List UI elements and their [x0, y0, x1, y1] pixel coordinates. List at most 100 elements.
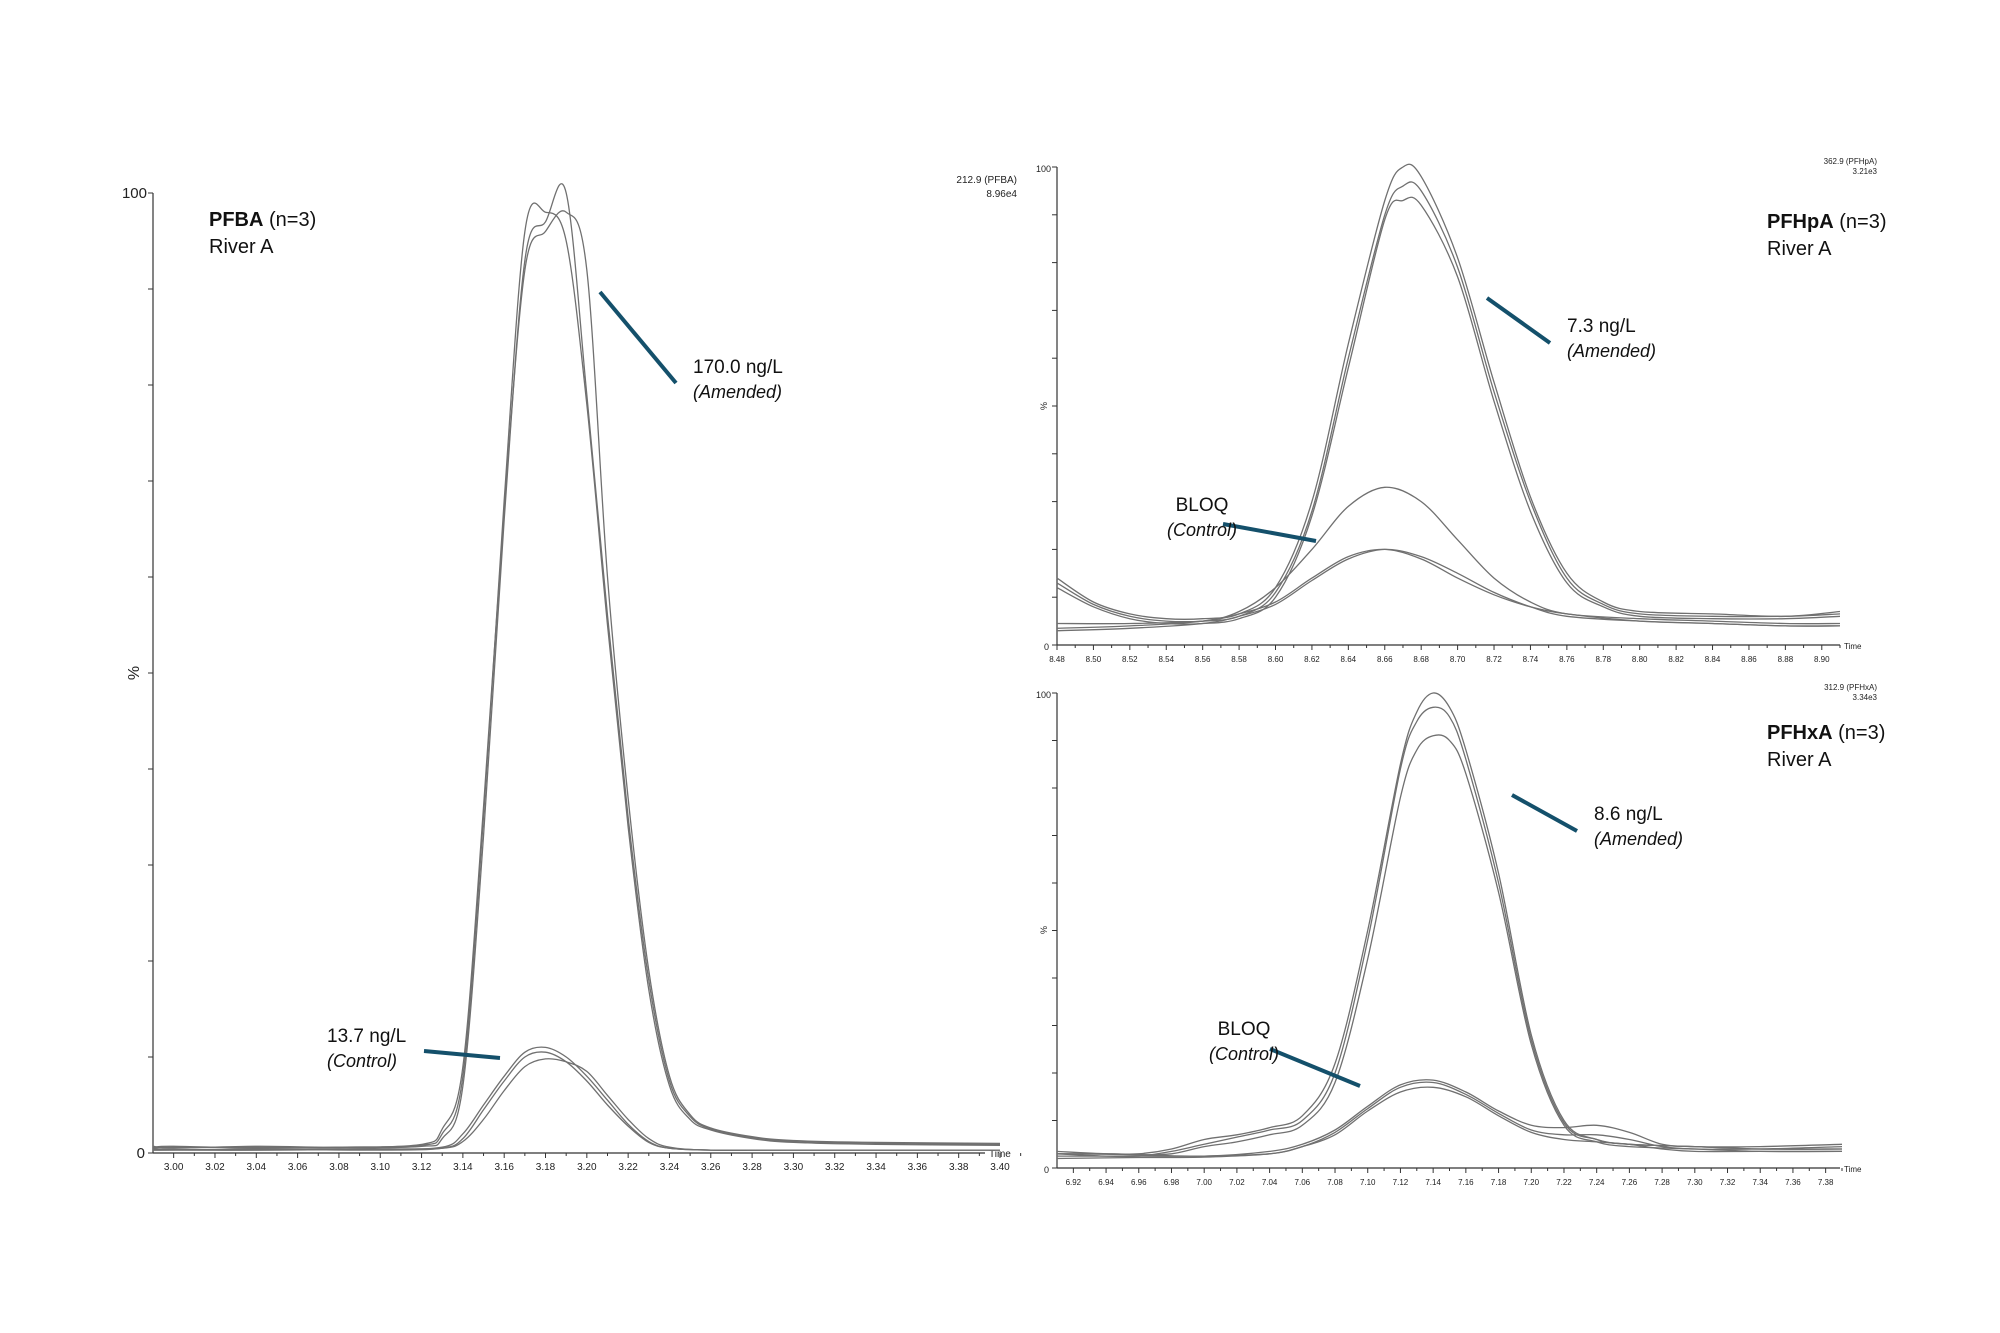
x-tick-label: 7.00 — [1196, 1178, 1212, 1187]
compound-name: PFBA — [209, 209, 263, 231]
x-tick-label: 8.86 — [1741, 655, 1757, 664]
compound-title: PFBA (n=3) — [209, 209, 316, 231]
x-tick-label: 8.68 — [1413, 655, 1429, 664]
x-tick-label: 8.88 — [1778, 655, 1794, 664]
x-tick-label: 7.14 — [1425, 1178, 1441, 1187]
x-tick-label: 7.02 — [1229, 1178, 1245, 1187]
x-tick-label: 3.00 — [164, 1162, 184, 1173]
x-tick-label: 3.18 — [536, 1162, 556, 1173]
compound-name: PFHxA — [1767, 722, 1833, 744]
x-tick-label: 8.82 — [1668, 655, 1684, 664]
x-tick-label: 3.32 — [825, 1162, 845, 1173]
x-tick-label: 3.38 — [949, 1162, 969, 1173]
x-tick-label: 3.34 — [866, 1162, 886, 1173]
trace-line-3 — [1056, 734, 1843, 1156]
trace-line-3 — [152, 210, 1001, 1149]
x-tick-label: 7.24 — [1589, 1178, 1605, 1187]
x-tick-label: 8.78 — [1595, 655, 1611, 664]
x-tick-label: 7.08 — [1327, 1178, 1343, 1187]
x-tick-label: 3.36 — [908, 1162, 928, 1173]
intensity-label: 3.34e3 — [1853, 693, 1878, 702]
trace-line-4 — [152, 1046, 1000, 1151]
x-tick-label: 7.12 — [1393, 1178, 1409, 1187]
x-tick-label: 6.96 — [1131, 1178, 1147, 1187]
amended-leader-line — [598, 290, 678, 385]
x-tick-label: 7.26 — [1622, 1178, 1638, 1187]
x-tick-label: 3.04 — [247, 1162, 267, 1173]
x-tick-label: 7.22 — [1556, 1178, 1572, 1187]
replicate-count: (n=3) — [1833, 722, 1886, 744]
control-group-label: (Control) — [1209, 1044, 1279, 1064]
chart-pfhpa: 0 100% 8.48 8.50 8.52 8.54 8.56 8.58 8.60 8.62 8.6… — [1036, 157, 1887, 664]
intensity-label: 3.21e3 — [1853, 167, 1878, 176]
x-tick-label: 8.62 — [1304, 655, 1320, 664]
x-tick-label: 8.52 — [1122, 655, 1138, 664]
x-tick-label: 3.08 — [329, 1162, 349, 1173]
control-leader-line — [1222, 522, 1317, 543]
x-tick-label: 6.92 — [1066, 1178, 1082, 1187]
ion-label: 212.9 (PFBA) — [956, 175, 1017, 186]
compound-title: PFHpA (n=3) — [1767, 211, 1886, 233]
trace-line-6 — [152, 1058, 1000, 1151]
trace-line-2 — [152, 183, 1001, 1149]
x-tick-label: 3.12 — [412, 1162, 432, 1173]
y-tick-label-100: 100 — [1036, 690, 1051, 700]
x-tick-label: 8.64 — [1341, 655, 1357, 664]
x-tick-label: 8.90 — [1814, 655, 1830, 664]
x-tick-label: 3.02 — [205, 1162, 225, 1173]
intensity-label: 8.96e4 — [986, 189, 1017, 200]
control-leader-line — [423, 1049, 501, 1060]
x-tick-label: 6.94 — [1098, 1178, 1114, 1187]
control-concentration: BLOQ — [1176, 495, 1229, 516]
site-label: River A — [1767, 238, 1832, 260]
x-tick-label: 3.40 — [990, 1162, 1010, 1173]
y-tick-label-0: 0 — [1044, 642, 1049, 652]
x-tick-label: 3.30 — [784, 1162, 804, 1173]
amended-group-label: (Amended) — [693, 382, 782, 402]
x-tick-label: 3.10 — [371, 1162, 391, 1173]
site-label: River A — [209, 236, 274, 258]
x-tick-label: 8.80 — [1632, 655, 1648, 664]
x-tick-label: 7.20 — [1523, 1178, 1539, 1187]
trace-line-5 — [1056, 1081, 1843, 1157]
site-label: River A — [1767, 749, 1832, 771]
trace-line-2 — [1056, 181, 1841, 623]
x-axis-label: Time — [1844, 1165, 1862, 1174]
x-tick-label: 3.16 — [494, 1162, 514, 1173]
replicate-count: (n=3) — [1834, 211, 1887, 233]
x-tick-label: 3.06 — [288, 1162, 308, 1173]
x-tick-label: 6.98 — [1164, 1178, 1180, 1187]
control-group-label: (Control) — [1167, 520, 1237, 540]
x-tick-label: 3.26 — [701, 1162, 721, 1173]
amended-leader-line — [1511, 793, 1578, 833]
x-tick-label: 8.50 — [1086, 655, 1102, 664]
x-tick-label: 8.66 — [1377, 655, 1393, 664]
y-tick-label-0: 0 — [137, 1145, 145, 1162]
control-group-label: (Control) — [327, 1051, 397, 1071]
trace-line-4 — [1056, 1079, 1843, 1157]
trace-line-1 — [152, 202, 1001, 1149]
x-tick-label: 8.56 — [1195, 655, 1211, 664]
amended-leader-line — [1485, 296, 1552, 345]
trace-line-3 — [1056, 196, 1841, 625]
y-tick-label-100: 100 — [122, 185, 147, 202]
x-tick-label: 8.60 — [1268, 655, 1284, 664]
y-tick-label-0: 0 — [1044, 1165, 1049, 1175]
trace-line-4 — [1056, 486, 1841, 629]
x-tick-label: 8.48 — [1049, 655, 1065, 664]
control-concentration: BLOQ — [1218, 1019, 1271, 1040]
x-tick-label: 8.70 — [1450, 655, 1466, 664]
x-tick-label: 7.16 — [1458, 1178, 1474, 1187]
x-tick-label: 8.54 — [1158, 655, 1174, 664]
trace-line-6 — [1056, 548, 1841, 632]
x-tick-label: 3.20 — [577, 1162, 597, 1173]
x-tick-label: 8.72 — [1486, 655, 1502, 664]
x-tick-label: 8.74 — [1523, 655, 1539, 664]
x-tick-label: 7.06 — [1295, 1178, 1311, 1187]
x-tick-label: 7.18 — [1491, 1178, 1507, 1187]
ion-label: 312.9 (PFHxA) — [1824, 683, 1877, 692]
y-axis-label: % — [126, 666, 143, 680]
compound-name: PFHpA — [1767, 211, 1834, 233]
x-tick-label: 7.36 — [1785, 1178, 1801, 1187]
amended-group-label: (Amended) — [1594, 829, 1683, 849]
